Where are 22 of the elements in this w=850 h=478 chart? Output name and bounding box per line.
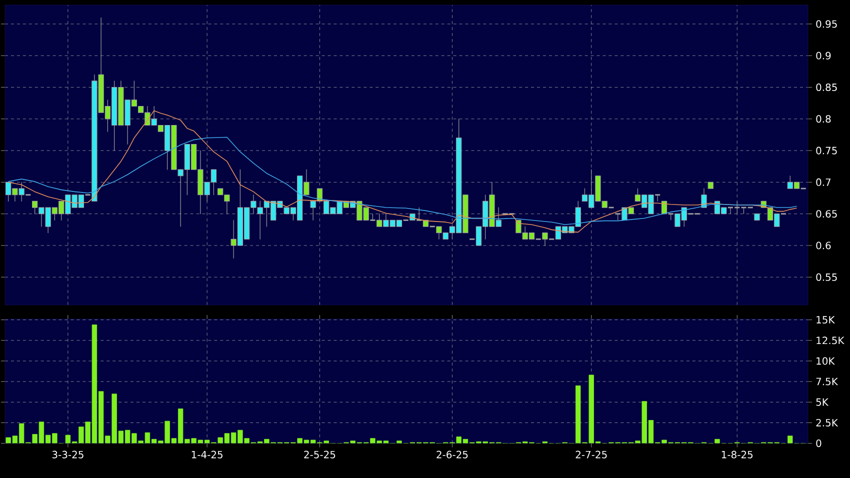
y-tick-label: 7.5K [816,378,838,386]
y-tick-label: 12.5K [816,336,844,344]
x-tick-label: 2-6-25 [436,450,468,458]
y-tick-label: 0 [816,440,822,448]
y-tick-label: 0.6 [816,242,831,250]
x-tick-label: 2-7-25 [576,450,607,458]
y-tick-label: 0.7 [816,178,831,186]
y-tick-label: 10K [816,357,835,365]
y-tick-label: 15K [816,316,835,324]
y-tick-label: 0.75 [816,146,837,154]
x-tick-label: 2-5-25 [304,450,336,458]
x-tick-label: 1-8-25 [722,450,753,458]
y-tick-label: 0.85 [816,83,837,92]
x-tick-label: 1-4-25 [192,450,222,458]
y-tick-label: 0.8 [816,115,831,123]
y-tick-label: 0.95 [816,20,837,28]
y-tick-label: 0.65 [816,210,837,218]
y-tick-label: 0.55 [816,273,837,281]
x-tick-label: 3-3-25 [52,450,84,458]
y-tick-label: 5K [816,398,829,406]
y-tick-label: 0.9 [816,52,831,60]
y-tick-label: 2.5K [816,418,838,426]
